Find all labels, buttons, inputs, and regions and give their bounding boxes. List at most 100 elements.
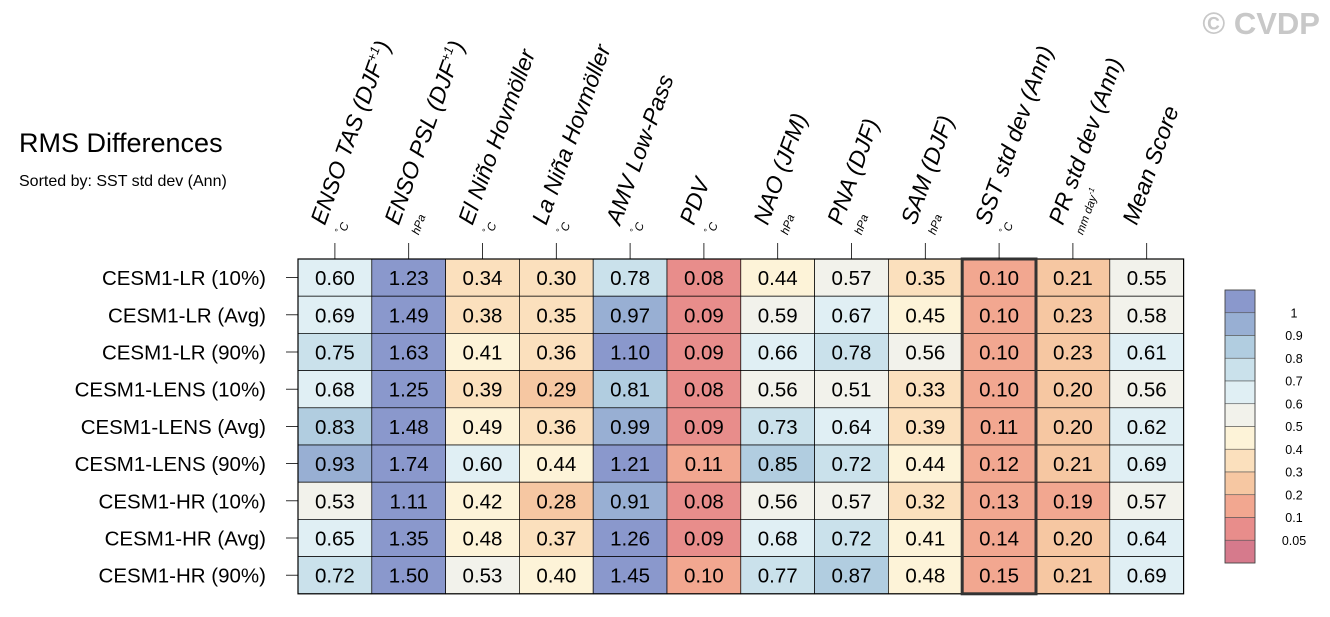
column-unit: hPa xyxy=(853,213,871,236)
unit-exponent: -1 xyxy=(1086,186,1097,196)
cell-value: 0.10 xyxy=(979,267,1019,290)
cell-value: 0.20 xyxy=(1053,379,1093,402)
column-unit-text: °C xyxy=(333,219,352,236)
cell-value: 0.78 xyxy=(832,342,872,365)
heatmap-cell xyxy=(1035,444,1111,483)
cell-value: 0.60 xyxy=(463,453,503,476)
heatmap-cell xyxy=(371,258,446,297)
column-unit: hPa xyxy=(779,213,797,236)
heatmap-cell xyxy=(519,444,594,483)
cell-value: 0.10 xyxy=(979,342,1019,365)
heatmap-cell xyxy=(445,556,520,595)
column-unit: °C xyxy=(333,219,352,236)
colorbar-tick-label: 0.3 xyxy=(1285,466,1302,480)
cell-value: 0.51 xyxy=(832,379,872,402)
row-label: CESM1-LR (Avg) xyxy=(108,304,266,327)
cell-value: 0.72 xyxy=(832,528,872,551)
cell-value: 0.69 xyxy=(1127,453,1167,476)
column-unit-text: °C xyxy=(997,219,1016,236)
cell-value: 0.30 xyxy=(536,267,576,290)
heatmap-cell xyxy=(519,519,594,557)
heatmap-cell xyxy=(371,481,446,520)
column-name: PNA (DJF) xyxy=(822,115,884,228)
cell-value: 0.23 xyxy=(1053,304,1093,327)
row-label: CESM1-LR (90%) xyxy=(102,342,266,365)
cell-value: 0.93 xyxy=(315,453,355,476)
column-name-text: AMV Low-Pass xyxy=(600,71,679,230)
cell-value: 0.44 xyxy=(536,453,576,476)
heatmap-cell xyxy=(814,556,889,595)
unit-degree: ° xyxy=(628,227,639,234)
heatmap-cell xyxy=(445,370,520,409)
cell-value: 0.55 xyxy=(1127,267,1167,290)
row-label: CESM1-LR (10%) xyxy=(102,267,266,290)
unit-degree: ° xyxy=(554,227,565,234)
cell-value: 0.39 xyxy=(463,379,503,402)
heatmap-cell xyxy=(592,481,668,520)
cell-value: 1.26 xyxy=(610,528,650,551)
cell-value: 0.15 xyxy=(979,565,1019,588)
column-unit: °C xyxy=(554,220,573,234)
cell-value: 0.36 xyxy=(536,342,576,365)
heatmap-cell xyxy=(297,295,373,334)
column-unit: hPa xyxy=(927,213,945,236)
heatmap-cell xyxy=(740,333,815,371)
chart-subtitle: Sorted by: SST std dev (Ann) xyxy=(19,173,227,190)
colorbar-tick-label: 0.5 xyxy=(1285,420,1302,434)
cell-value: 0.37 xyxy=(536,528,576,551)
cell-value: 1.49 xyxy=(389,304,429,327)
heatmap-cell xyxy=(666,370,742,409)
heatmap-cell xyxy=(666,333,742,371)
cell-value: 0.57 xyxy=(832,267,872,290)
heatmap-cell xyxy=(1109,333,1184,371)
heatmap-cell xyxy=(1109,556,1184,595)
cell-value: 0.58 xyxy=(1127,304,1167,327)
cell-value: 0.69 xyxy=(1127,565,1167,588)
cell-value: 0.38 xyxy=(463,304,503,327)
row-label: CESM1-LENS (10%) xyxy=(75,379,266,402)
heatmap-cell xyxy=(666,481,742,520)
column-name-text: La Niña Hovmöller xyxy=(527,40,617,228)
cell-value: 0.78 xyxy=(610,267,650,290)
column-name: SAM (DJF) xyxy=(896,112,959,228)
heatmap-cell xyxy=(297,444,373,483)
column-name-text: PDV xyxy=(674,172,716,228)
cell-value: 1.45 xyxy=(610,565,650,588)
cell-value: 0.09 xyxy=(684,304,724,327)
cell-value: 0.08 xyxy=(684,490,724,513)
cell-value: 0.69 xyxy=(315,304,355,327)
cell-value: 0.10 xyxy=(979,304,1019,327)
cell-value: 0.08 xyxy=(684,379,724,402)
row-label: CESM1-HR (10%) xyxy=(99,490,266,513)
column-name-text: SAM (DJF) xyxy=(896,112,959,228)
cell-value: 0.77 xyxy=(758,565,798,588)
heatmap-cell xyxy=(297,333,373,371)
cell-value: 0.09 xyxy=(684,416,724,439)
column-unit-text: °C xyxy=(702,219,721,236)
cell-value: 0.42 xyxy=(463,490,503,513)
cell-value: 0.68 xyxy=(758,528,798,551)
heatmap-cell xyxy=(519,481,594,520)
cell-value: 0.08 xyxy=(684,267,724,290)
cell-value: 0.72 xyxy=(315,565,355,588)
cell-value: 0.62 xyxy=(1127,416,1167,439)
cell-value: 0.49 xyxy=(463,416,503,439)
colorbar-swatch xyxy=(1224,335,1256,359)
cell-value: 0.21 xyxy=(1053,565,1093,588)
column-name: PDV xyxy=(674,172,716,228)
heatmap-cell xyxy=(961,444,1037,483)
column-label: PDV°C xyxy=(674,172,721,236)
colorbar-swatch xyxy=(1224,471,1256,496)
heatmap-cell xyxy=(1109,258,1184,297)
cell-value: 0.53 xyxy=(463,565,503,588)
cell-value: 0.45 xyxy=(905,304,945,327)
cell-value: 0.65 xyxy=(315,528,355,551)
colorbar-swatch xyxy=(1224,448,1256,473)
cell-value: 1.48 xyxy=(389,416,429,439)
cell-value: 0.09 xyxy=(684,342,724,365)
row-label: CESM1-HR (90%) xyxy=(99,565,266,588)
heatmap-cell xyxy=(592,407,668,446)
unit-degree: ° xyxy=(480,227,491,234)
heatmap-cell xyxy=(888,481,963,520)
cell-value: 0.23 xyxy=(1053,342,1093,365)
